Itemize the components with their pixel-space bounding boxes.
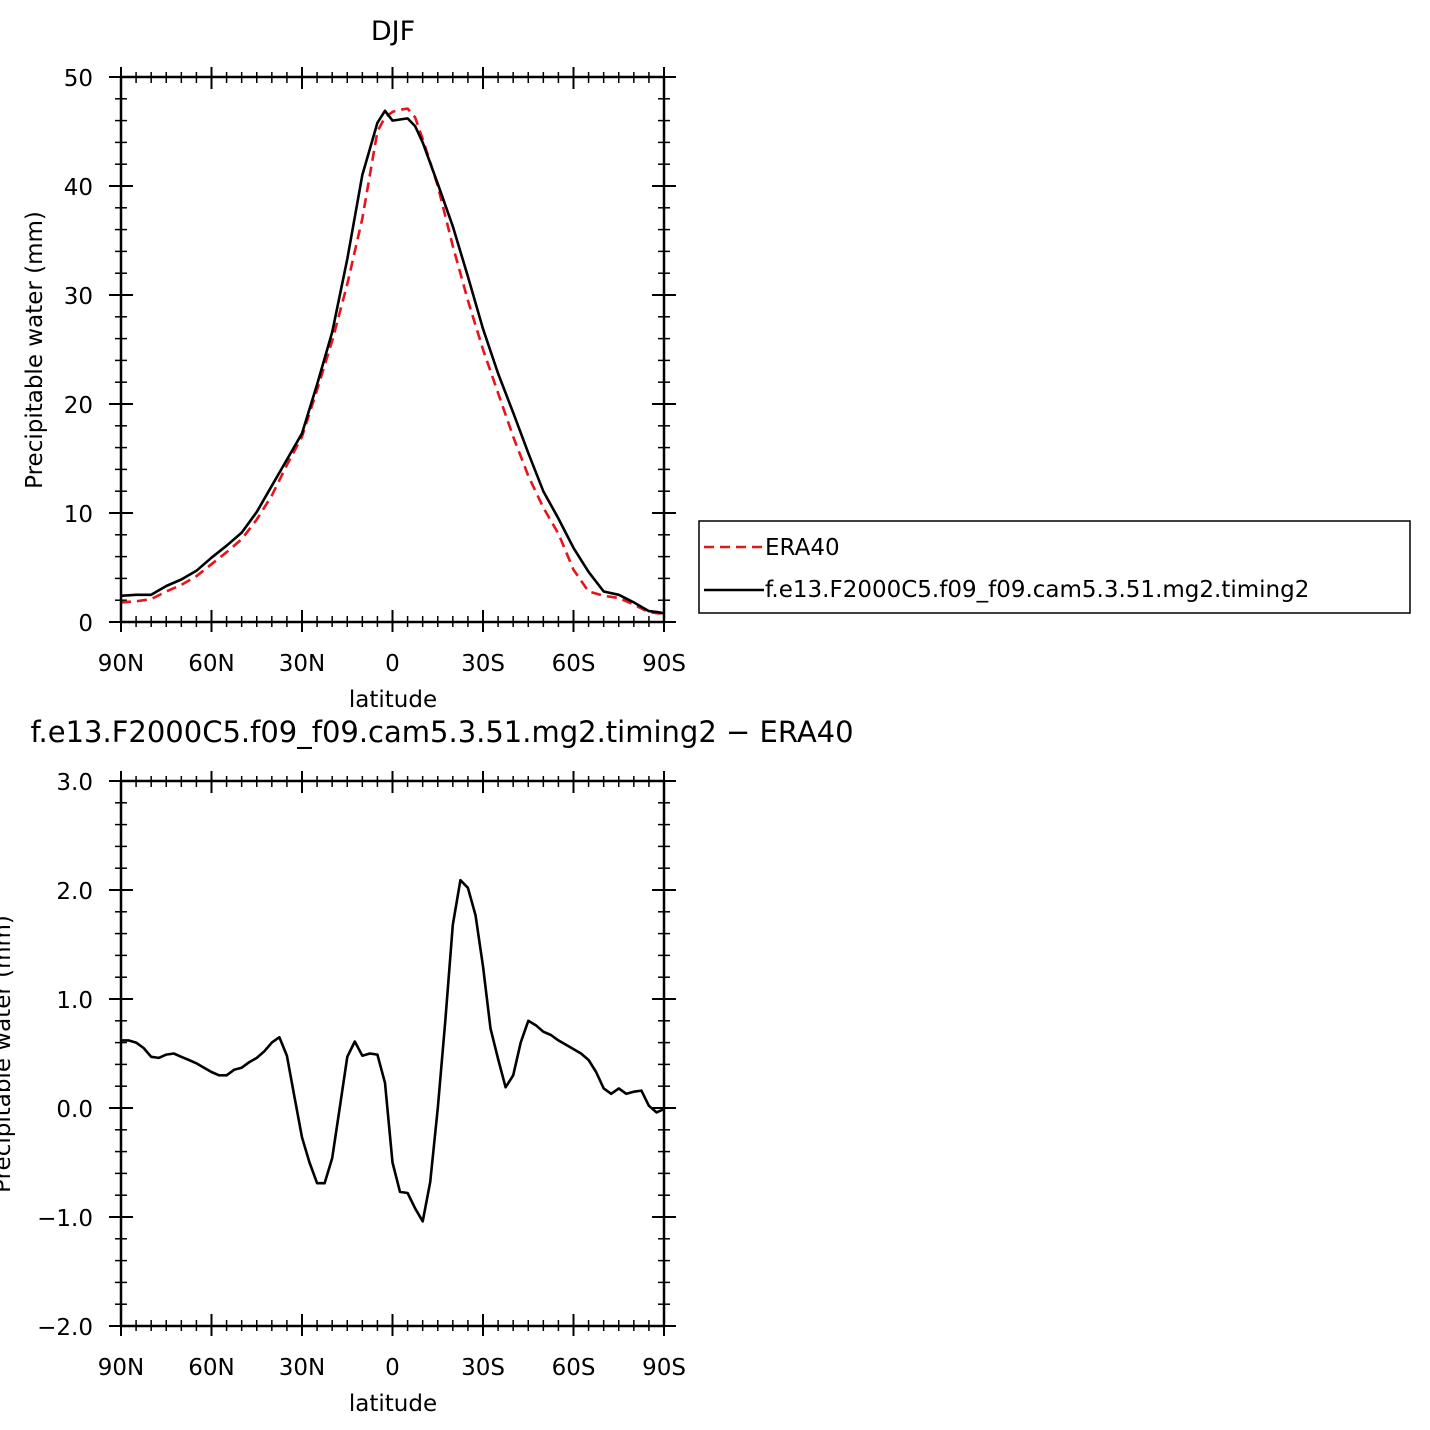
x-tick-label: 90S	[642, 651, 686, 677]
difference-panel-xlabel: latitude	[349, 1391, 437, 1417]
x-tick-label: 30N	[279, 651, 325, 677]
y-tick-label: 30	[64, 284, 93, 310]
x-tick-label: 60N	[188, 1355, 234, 1381]
x-tick-label: 30N	[279, 1355, 325, 1381]
y-tick-label: −1.0	[37, 1206, 93, 1232]
difference-panel-lines	[121, 878, 665, 1223]
mean-panel-lines	[120, 107, 665, 615]
era40-line	[120, 107, 664, 615]
difference-panel-ylabel: Precipitable water (mm)	[0, 915, 16, 1193]
x-tick-label: 60S	[552, 1355, 596, 1381]
x-tick-label: 60S	[552, 651, 596, 677]
difference-panel: f.e13.F2000C5.f09_f09.cam5.3.51.mg2.timi…	[0, 715, 854, 1417]
x-tick-label: 30S	[461, 651, 505, 677]
y-tick-label: 0.0	[56, 1097, 93, 1123]
x-tick-label: 30S	[461, 1355, 505, 1381]
mean-panel-title: DJF	[371, 16, 415, 47]
legend-era40-label: ERA40	[765, 535, 840, 561]
y-tick-label: 50	[64, 66, 93, 92]
y-tick-label: 2.0	[56, 879, 93, 905]
x-tick-label: 60N	[188, 651, 234, 677]
difference-panel-frame	[119, 779, 666, 1328]
x-tick-label: 90S	[642, 1355, 686, 1381]
difference-panel-title: f.e13.F2000C5.f09_f09.cam5.3.51.mg2.timi…	[30, 715, 853, 749]
y-tick-label: 40	[64, 175, 93, 201]
y-tick-label: 3.0	[56, 770, 93, 796]
mean-panel-tick-labels: 90N 60N 30N 0 30S 60S 90S 0 10 20 30 40 50	[64, 66, 686, 677]
legend: ERA40 f.e13.F2000C5.f09_f09.cam5.3.51.mg…	[698, 520, 1411, 614]
x-tick-label: 0	[385, 651, 400, 677]
legend-box	[698, 520, 1411, 614]
legend-model-label: f.e13.F2000C5.f09_f09.cam5.3.51.mg2.timi…	[765, 577, 1309, 603]
difference-panel-tick-labels: 90N 60N 30N 0 30S 60S 90S −2.0 −1.0 0.0 1.0 2.0 3.0	[37, 770, 686, 1381]
y-tick-label: 10	[64, 502, 93, 528]
y-tick-label: 1.0	[56, 988, 93, 1014]
difference-panel-ticks	[109, 771, 676, 1336]
x-tick-label: 90N	[98, 651, 144, 677]
difference-line	[121, 878, 665, 1223]
x-tick-label: 0	[385, 1355, 400, 1381]
model-line	[120, 109, 665, 615]
mean-panel-frame	[119, 75, 666, 624]
y-tick-label: 20	[64, 393, 93, 419]
mean-panel-xlabel: latitude	[349, 687, 437, 713]
mean-panel-ticks	[109, 67, 676, 632]
y-tick-label: 0	[78, 611, 93, 637]
y-tick-label: −2.0	[37, 1315, 93, 1341]
mean-panel-ylabel: Precipitable water (mm)	[22, 211, 48, 489]
x-tick-label: 90N	[98, 1355, 144, 1381]
mean-panel: DJF latitude Precipitable water (mm) 90N…	[22, 16, 686, 713]
